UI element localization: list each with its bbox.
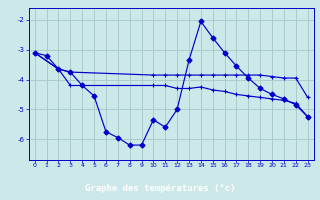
Text: Graphe des températures (°c): Graphe des températures (°c) — [85, 184, 235, 193]
